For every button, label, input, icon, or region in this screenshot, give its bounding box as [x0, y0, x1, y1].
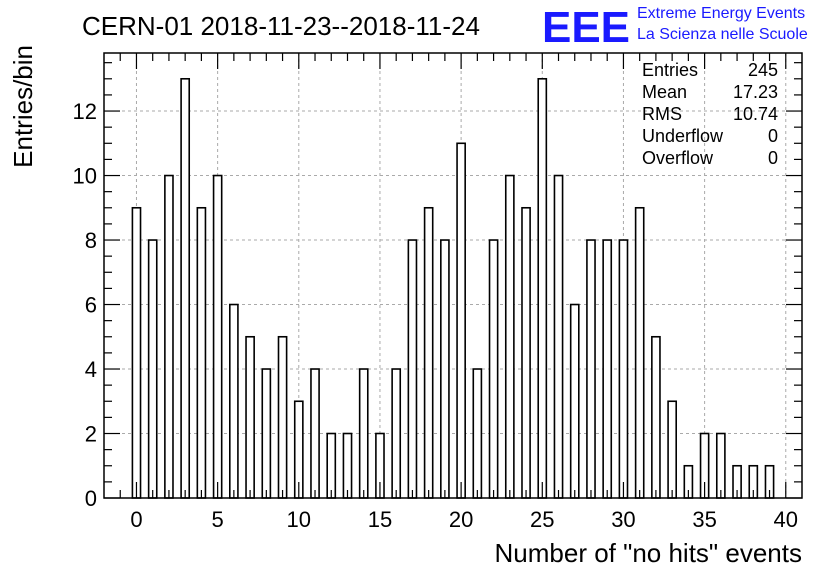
x-tick-label: 25 — [530, 507, 554, 532]
histogram-bar — [602, 239, 613, 499]
x-tick-labels: 0 5 10 15 20 25 30 35 40 — [130, 507, 798, 532]
logo-line-2: La Scienza nelle Scuole — [637, 26, 808, 43]
histogram-bar — [715, 432, 726, 499]
x-tick-label: 5 — [212, 507, 224, 532]
y-tick-label: 0 — [85, 486, 97, 511]
histogram-bar — [553, 174, 564, 499]
x-tick-label: 10 — [287, 507, 311, 532]
histogram-bar — [326, 432, 337, 499]
histogram-bar — [358, 368, 369, 499]
histogram-bar — [423, 206, 434, 499]
histogram-bar — [180, 77, 191, 499]
stats-box: Entries 245 Mean 17.23 RMS 10.74 Underflow 0 Ove… — [642, 60, 778, 168]
y-tick-label: 6 — [85, 293, 97, 318]
histogram-bar — [229, 303, 239, 499]
histogram-bar — [456, 142, 466, 499]
x-axis-label: Number of "no hits" events — [495, 538, 803, 568]
histogram-bar — [245, 335, 255, 499]
histogram-bar — [569, 303, 580, 499]
chart-title: CERN-01 2018-11-23--2018-11-24 — [82, 11, 480, 41]
plot-frame — [103, 52, 803, 499]
stats-value: 10.74 — [733, 104, 778, 124]
histogram-bar — [212, 174, 223, 499]
y-tick-label: 8 — [85, 228, 97, 253]
histogram-bar — [618, 239, 629, 499]
histogram-bar — [504, 174, 515, 499]
histogram-bars — [131, 77, 775, 499]
x-tick-label: 0 — [130, 507, 142, 532]
histogram-bar — [147, 239, 158, 499]
y-tick-label: 2 — [85, 422, 97, 447]
histogram-bar — [407, 239, 418, 499]
histogram-bar — [440, 239, 450, 499]
stats-label: Underflow — [642, 126, 724, 146]
stats-value: 245 — [748, 60, 778, 80]
histogram-bar — [667, 400, 677, 499]
histogram-bar — [310, 368, 320, 499]
stats-value: 0 — [768, 126, 778, 146]
stats-label: RMS — [642, 104, 682, 124]
y-tick-label: 4 — [85, 357, 97, 382]
histogram-bar — [261, 368, 272, 499]
x-tick-label: 15 — [368, 507, 392, 532]
y-tick-label: 10 — [73, 164, 97, 189]
histogram-bar — [196, 206, 207, 499]
histogram-bar — [342, 432, 353, 499]
grid-lines — [104, 53, 802, 498]
y-tick-labels: 0 2 4 6 8 10 12 — [73, 99, 97, 511]
histogram-bar — [634, 206, 645, 499]
stats-value: 0 — [768, 148, 778, 168]
histogram-bar — [488, 239, 499, 499]
x-tick-label: 30 — [611, 507, 635, 532]
histogram-bar — [651, 335, 661, 499]
histogram-bar — [277, 335, 288, 499]
histogram-bar — [537, 77, 548, 499]
eee-logo: EEE Extreme Energy Events La Scienza nel… — [542, 3, 808, 52]
y-tick-label: 12 — [73, 99, 97, 124]
stats-label: Mean — [642, 82, 687, 102]
stats-value: 17.23 — [733, 82, 778, 102]
histogram-bar — [521, 206, 531, 499]
x-tick-label: 40 — [774, 507, 798, 532]
histogram-bar — [164, 174, 174, 499]
y-axis-label: Entries/bin — [8, 45, 38, 168]
logo-line-1: Extreme Energy Events — [637, 5, 805, 22]
x-tick-label: 35 — [692, 507, 716, 532]
histogram-bar — [131, 206, 142, 499]
histogram-bar — [391, 368, 402, 499]
histogram-bar — [472, 368, 483, 499]
axis-ticks — [104, 53, 802, 499]
stats-label: Overflow — [642, 148, 714, 168]
x-tick-label: 20 — [449, 507, 473, 532]
stats-label: Entries — [642, 60, 698, 80]
logo-mark: EEE — [542, 3, 630, 52]
histogram-bar — [586, 239, 596, 499]
